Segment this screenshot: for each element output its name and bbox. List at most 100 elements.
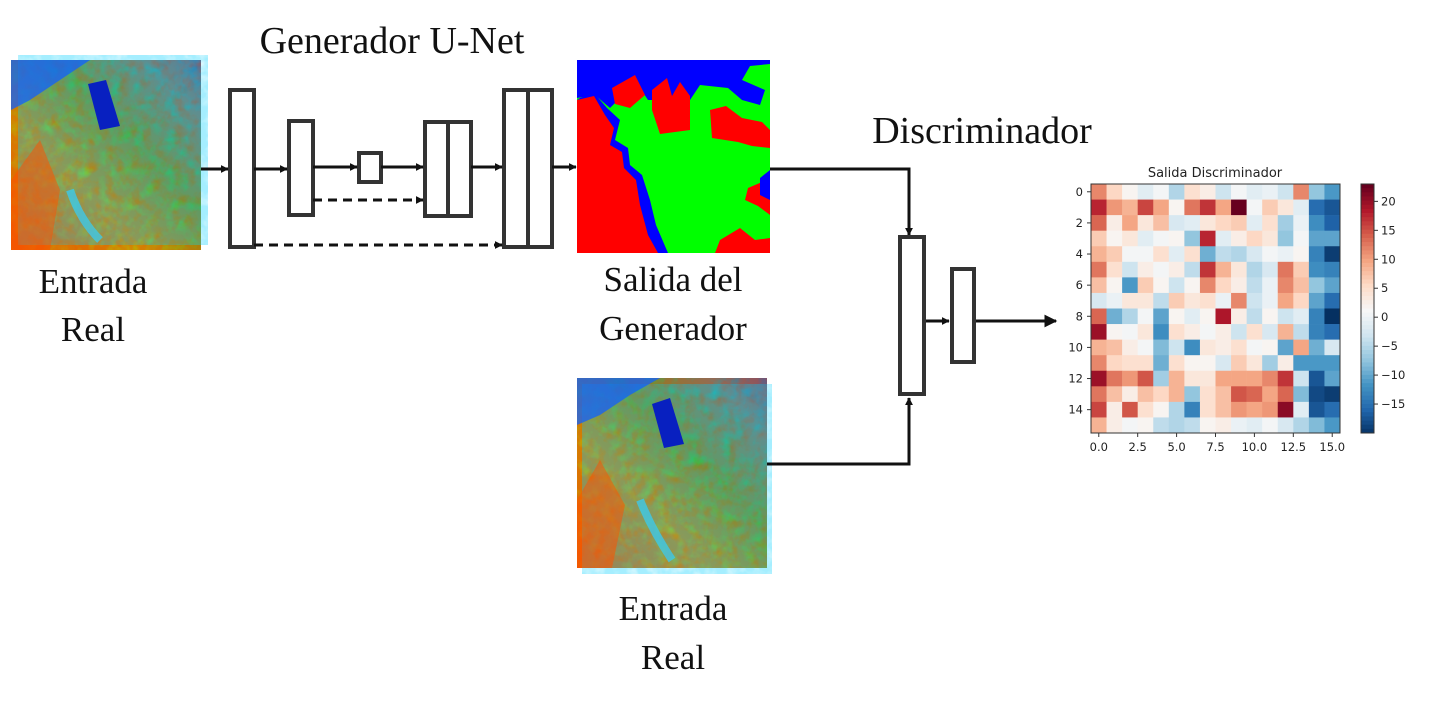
colorbar-segment <box>1361 291 1374 297</box>
heatmap-cell <box>1122 184 1138 200</box>
heatmap-cell <box>1153 401 1170 418</box>
heatmap-cell <box>1199 370 1216 387</box>
colorbar-segment <box>1361 416 1374 421</box>
heatmap-cell <box>1106 386 1123 403</box>
heatmap-cell <box>1277 386 1294 403</box>
heatmap-cell <box>1199 355 1216 372</box>
colorbar-segment <box>1361 329 1374 334</box>
heatmap-cell <box>1231 215 1247 231</box>
colorbar-segment <box>1361 354 1374 359</box>
heatmap-cell <box>1199 292 1216 309</box>
heatmap-cell <box>1184 417 1201 434</box>
colorbar-segment <box>1361 412 1374 417</box>
colorbar-segment <box>1361 283 1374 289</box>
heatmap-cell <box>1122 417 1138 434</box>
colorbar-segment <box>1361 316 1374 322</box>
heatmap-cell <box>1324 324 1341 340</box>
colorbar-segment <box>1361 258 1374 264</box>
heatmap-cell <box>1277 215 1294 231</box>
heatmap-y-tick-label: 8 <box>1076 309 1083 323</box>
colorbar-segment <box>1361 362 1374 367</box>
heatmap-x-ticks: 0.0 2.5 5.0 7.5 10.0 12.5 15.0 <box>1090 433 1345 454</box>
colorbar-segment <box>1361 337 1374 343</box>
colorbar-segment <box>1361 267 1374 272</box>
heatmap-cell <box>1215 370 1232 387</box>
heatmap-cell <box>1091 246 1107 263</box>
generator-output-image <box>577 60 770 253</box>
heatmap-cell <box>1091 308 1107 325</box>
heatmap-cell <box>1324 215 1341 231</box>
heatmap-cell <box>1184 339 1201 356</box>
heatmap-cell <box>1106 215 1123 231</box>
heatmap-cell <box>1277 246 1294 263</box>
heatmap-cell <box>1137 292 1154 309</box>
heatmap-cell <box>1106 308 1123 325</box>
heatmap-cell <box>1231 261 1247 278</box>
heatmap-cell <box>1137 215 1154 231</box>
heatmap-cell <box>1262 370 1279 387</box>
colorbar-segment <box>1361 217 1374 222</box>
heatmap-cell <box>1293 184 1310 200</box>
heatmap-cell <box>1293 355 1310 372</box>
colorbar-segment <box>1361 403 1374 409</box>
heatmap-cell <box>1308 230 1325 247</box>
heatmap-cell <box>1246 370 1263 387</box>
heatmap-cell <box>1293 199 1310 216</box>
heatmap-cell <box>1153 324 1170 340</box>
heatmap-cell <box>1231 339 1247 356</box>
colorbar-segment <box>1361 233 1374 239</box>
heatmap-cell <box>1199 401 1216 418</box>
heatmap-cell <box>1215 246 1232 263</box>
colorbar-tick-label: 5 <box>1381 281 1388 295</box>
heatmap-cell <box>1324 308 1341 325</box>
heatmap-cell <box>1308 417 1325 434</box>
heatmap-cell <box>1231 277 1247 294</box>
heatmap-cell <box>1168 339 1185 356</box>
heatmap-y-tick-label: 2 <box>1076 216 1083 230</box>
arrow-real-to-discriminator <box>767 397 913 466</box>
heatmap-cell <box>1231 401 1247 418</box>
heatmap-cell <box>1168 417 1185 434</box>
heatmap-cell <box>1106 184 1123 200</box>
heatmap-cell <box>1215 230 1232 247</box>
heatmap-cell <box>1231 355 1247 372</box>
heatmap-cell <box>1308 386 1325 403</box>
heatmap-cell <box>1106 277 1123 294</box>
heatmap-cell <box>1215 386 1232 403</box>
heatmap-cell <box>1199 199 1216 216</box>
heatmap-cell <box>1153 199 1170 216</box>
heatmap-cell <box>1122 246 1138 263</box>
heatmap-cell <box>1153 308 1170 325</box>
heatmap-cell <box>1137 184 1154 200</box>
unet-decoder-block-1a <box>423 120 450 218</box>
heatmap-cell <box>1122 386 1138 403</box>
colorbar-segment <box>1361 420 1374 426</box>
heatmap-cell <box>1199 184 1216 200</box>
heatmap-cell <box>1231 184 1247 200</box>
colorbar-tick-label: −10 <box>1381 368 1405 382</box>
colorbar-segment <box>1361 374 1374 380</box>
heatmap-cell <box>1137 417 1154 434</box>
discriminator-block-2 <box>950 267 976 364</box>
heatmap-cell <box>1231 417 1247 434</box>
heatmap-cell <box>1168 184 1185 200</box>
heatmap-cell <box>1106 292 1123 309</box>
heatmap-title: Salida Discriminador <box>1148 166 1283 181</box>
heatmap-cell <box>1231 199 1247 216</box>
heatmap-cell <box>1246 386 1263 403</box>
heatmap-cell <box>1199 324 1216 340</box>
heatmap-cell <box>1215 401 1232 418</box>
heatmap-cell <box>1324 355 1341 372</box>
discriminator-block-1 <box>898 235 926 396</box>
heatmap-cell <box>1184 261 1201 278</box>
heatmap-cell <box>1137 230 1154 247</box>
heatmap-cell <box>1184 277 1201 294</box>
heatmap-cell <box>1184 324 1201 340</box>
colorbar-segment <box>1361 254 1374 260</box>
heatmap-cell <box>1168 261 1185 278</box>
heatmap-colorbar <box>1360 183 1375 434</box>
heatmap-cell <box>1153 355 1170 372</box>
heatmap-cell <box>1091 339 1107 356</box>
heatmap-cell <box>1246 199 1263 216</box>
heatmap-y-tick-label: 4 <box>1076 247 1083 261</box>
